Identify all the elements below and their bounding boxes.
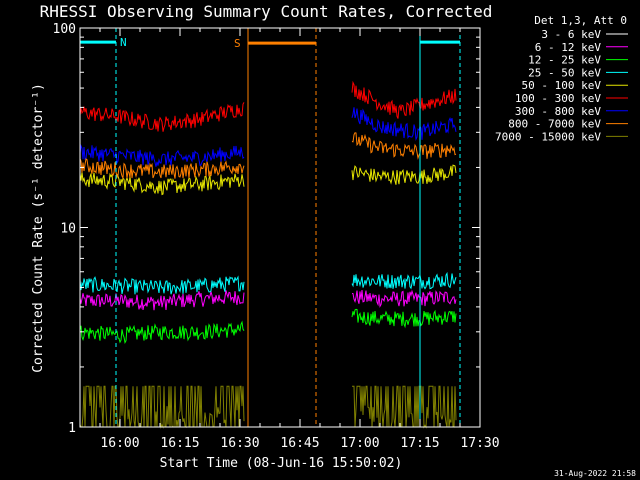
x-tick-label: 17:15 — [400, 436, 439, 451]
annotation-label-0: N — [120, 36, 127, 49]
series-line-7-segment-0 — [79, 158, 245, 180]
series-line-6-segment-1 — [351, 107, 457, 142]
annotation-label-1: S — [234, 37, 241, 50]
y-tick-label: 100 — [53, 22, 76, 37]
series-line-1-segment-1 — [351, 289, 457, 308]
x-tick-label: 17:30 — [460, 436, 499, 451]
series-line-2-segment-1 — [351, 308, 457, 329]
legend-title: Det 1,3, Att 0 — [534, 14, 627, 27]
x-tick-label: 16:00 — [100, 436, 139, 451]
series-line-5-segment-1 — [351, 80, 457, 119]
series-line-6-segment-0 — [79, 144, 245, 167]
legend-label: 25 - 50 keV — [528, 66, 601, 79]
legend-label: 7000 - 15000 keV — [495, 130, 601, 143]
series-line-4-segment-1 — [351, 164, 457, 185]
x-tick-label: 17:00 — [340, 436, 379, 451]
y-tick-label: 10 — [60, 222, 76, 237]
x-axis-label: Start Time (08-Jun-16 15:50:02) — [160, 456, 403, 471]
footer-timestamp: 31-Aug-2022 21:58 — [554, 469, 636, 478]
series-line-3-segment-1 — [351, 271, 457, 290]
series-line-5-segment-0 — [79, 102, 245, 132]
series-line-7-segment-1 — [351, 132, 457, 160]
legend-label: 50 - 100 keV — [522, 79, 602, 92]
series-line-3-segment-0 — [79, 275, 245, 295]
y-axis-ticks: 1 10 100 — [53, 22, 480, 436]
plot-series — [79, 80, 457, 429]
legend-label: 12 - 25 keV — [528, 54, 601, 67]
series-line-2-segment-0 — [79, 320, 245, 344]
series-line-1-segment-0 — [79, 290, 245, 311]
series-line-8-segment-1 — [352, 385, 457, 429]
chart-title: RHESSI Observing Summary Count Rates, Co… — [40, 2, 493, 21]
series-line-4-segment-0 — [79, 172, 245, 196]
x-tick-label: 16:15 — [160, 436, 199, 451]
legend-label: 300 - 800 keV — [515, 105, 601, 118]
legend-label: 6 - 12 keV — [535, 41, 602, 54]
x-axis-ticks: 16:00 16:15 16:30 16:45 17:00 17:15 17:30 — [79, 28, 500, 451]
y-axis-label: Corrected Count Rate (s⁻¹ detector⁻¹) — [31, 83, 46, 373]
legend-label: 800 - 7000 keV — [508, 118, 601, 131]
y-tick-label: 1 — [68, 421, 76, 436]
legend-label: 3 - 6 keV — [541, 28, 601, 41]
x-tick-label: 16:45 — [280, 436, 319, 451]
x-tick-label: 16:30 — [220, 436, 259, 451]
legend-label: 100 - 300 keV — [515, 92, 601, 105]
